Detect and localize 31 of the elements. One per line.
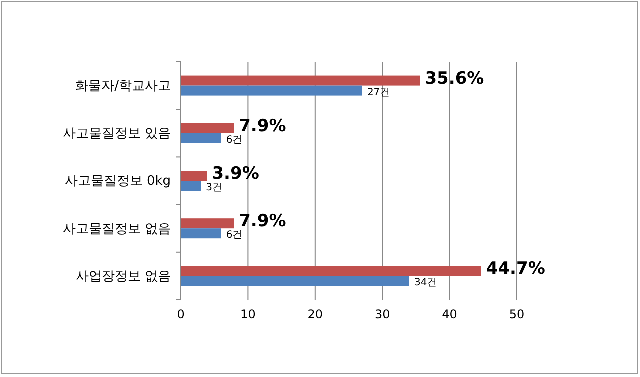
data-label: 3.9% [212,164,260,184]
y-tick-label: 사업장정보 없음 [76,269,171,284]
bar [181,228,222,239]
x-tick-label: 30 [374,308,390,322]
x-tick-label: 10 [240,308,256,322]
x-tick-label: 40 [442,308,458,322]
x-tick-label: 50 [509,308,525,322]
y-tick-label: 사고물질정보 없음 [62,222,171,237]
bar [181,86,362,96]
data-label: 44.7% [486,259,546,280]
y-tick-label: 사고물질정보 0kg [64,174,171,190]
bar [181,276,410,286]
data-label: 6건 [226,134,243,146]
data-label: 7.9% [239,116,286,136]
data-label: 27건 [367,87,390,98]
y-tick-label: 화물자/학교사고 [76,78,171,94]
bar [181,171,208,181]
x-tick-label: 20 [308,308,324,322]
bar [181,266,482,276]
data-label: 34건 [414,278,438,289]
data-label: 3건 [206,182,223,194]
x-tick-label: 0 [177,308,185,322]
data-label: 7.9% [239,212,286,232]
data-label: 35.6% [425,68,484,89]
bar [181,181,202,191]
bar [181,218,234,229]
y-tick-label: 사고물질정보 있음 [62,126,171,142]
bar [181,76,420,86]
bar [181,133,222,144]
bar [181,123,234,134]
data-label: 6건 [226,230,243,242]
